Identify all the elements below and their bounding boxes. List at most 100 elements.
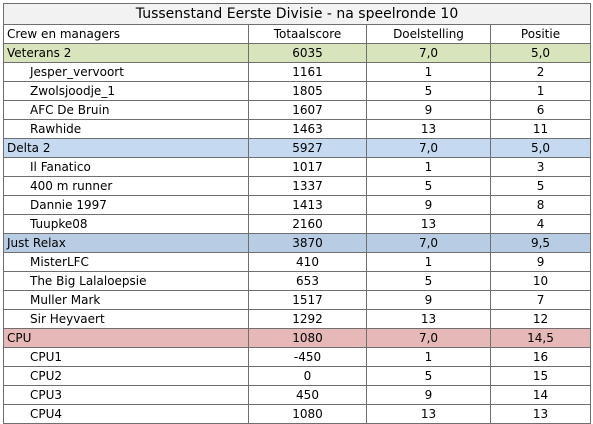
- member-name: CPU2: [3, 366, 249, 386]
- member-name: AFC De Bruin: [3, 100, 249, 120]
- member-score: 1292: [248, 309, 367, 329]
- member-score: 1080: [248, 404, 367, 424]
- member-score: 450: [248, 385, 367, 405]
- member-name: 400 m runner: [3, 176, 249, 196]
- member-name: Zwolsjoodje_1: [3, 81, 249, 101]
- team-row-cpu: CPU 1080 7,0 14,5: [3, 328, 592, 348]
- member-name: CPU1: [3, 347, 249, 367]
- member-name: Sir Heyvaert: [3, 309, 249, 329]
- member-name: Dannie 1997: [3, 195, 249, 215]
- member-position: 16: [489, 347, 592, 367]
- member-score: 1607: [248, 100, 367, 120]
- team-score: 6035: [248, 43, 367, 63]
- member-score: 410: [248, 252, 367, 272]
- member-name: Il Fanatico: [3, 157, 249, 177]
- member-row: Il Fanatico 1017 1 3: [3, 157, 592, 177]
- member-row: Zwolsjoodje_1 1805 5 1: [3, 81, 592, 101]
- member-position: 10: [489, 271, 592, 291]
- member-row: Sir Heyvaert 1292 13 12: [3, 309, 592, 329]
- team-target: 7,0: [366, 43, 491, 63]
- member-row: Muller Mark 1517 9 7: [3, 290, 592, 310]
- team-target: 7,0: [366, 328, 491, 348]
- member-position: 13: [489, 404, 592, 424]
- team-score: 3870: [248, 233, 367, 253]
- member-target: 9: [366, 195, 491, 215]
- header-positie: Positie: [489, 24, 592, 44]
- member-target: 9: [366, 385, 491, 405]
- header-crew: Crew en managers: [3, 24, 249, 44]
- member-target: 1: [366, 157, 491, 177]
- member-target: 5: [366, 176, 491, 196]
- member-score: 1337: [248, 176, 367, 196]
- member-position: 1: [489, 81, 592, 101]
- member-position: 5: [489, 176, 592, 196]
- title-row: Tussenstand Eerste Divisie - na speelron…: [2, 3, 592, 25]
- team-score: 1080: [248, 328, 367, 348]
- member-target: 5: [366, 81, 491, 101]
- member-target: 5: [366, 366, 491, 386]
- member-score: -450: [248, 347, 367, 367]
- member-target: 13: [366, 309, 491, 329]
- member-row: The Big Lalaloepsie 653 5 10: [3, 271, 592, 291]
- team-row-just-relax: Just Relax 3870 7,0 9,5: [3, 233, 592, 253]
- member-score: 1413: [248, 195, 367, 215]
- table-title: Tussenstand Eerste Divisie - na speelron…: [2, 3, 592, 25]
- team-name: CPU: [3, 328, 249, 348]
- member-row: CPU1 -450 1 16: [3, 347, 592, 367]
- member-target: 9: [366, 290, 491, 310]
- member-row: Tuupke08 2160 13 4: [3, 214, 592, 234]
- member-row: Jesper_vervoort 1161 1 2: [3, 62, 592, 82]
- header-row: Crew en managers Totaalscore Doelstellin…: [3, 24, 592, 44]
- member-target: 5: [366, 271, 491, 291]
- member-position: 9: [489, 252, 592, 272]
- member-target: 1: [366, 347, 491, 367]
- member-score: 2160: [248, 214, 367, 234]
- team-score: 5927: [248, 138, 367, 158]
- member-position: 12: [489, 309, 592, 329]
- member-position: 4: [489, 214, 592, 234]
- standings-table: Tussenstand Eerste Divisie - na speelron…: [2, 3, 592, 424]
- member-name: Muller Mark: [3, 290, 249, 310]
- member-position: 11: [489, 119, 592, 139]
- team-target: 7,0: [366, 138, 491, 158]
- member-score: 1161: [248, 62, 367, 82]
- member-name: Tuupke08: [3, 214, 249, 234]
- member-name: Jesper_vervoort: [3, 62, 249, 82]
- member-position: 6: [489, 100, 592, 120]
- member-position: 8: [489, 195, 592, 215]
- member-target: 1: [366, 252, 491, 272]
- header-totaalscore: Totaalscore: [248, 24, 367, 44]
- team-row-veterans-2: Veterans 2 6035 7,0 5,0: [3, 43, 592, 63]
- team-name: Veterans 2: [3, 43, 249, 63]
- member-position: 7: [489, 290, 592, 310]
- member-score: 1463: [248, 119, 367, 139]
- member-name: The Big Lalaloepsie: [3, 271, 249, 291]
- member-score: 1517: [248, 290, 367, 310]
- member-row: Rawhide 1463 13 11: [3, 119, 592, 139]
- member-row: CPU3 450 9 14: [3, 385, 592, 405]
- member-row: CPU2 0 5 15: [3, 366, 592, 386]
- member-target: 13: [366, 214, 491, 234]
- member-row: CPU4 1080 13 13: [3, 404, 592, 424]
- team-name: Delta 2: [3, 138, 249, 158]
- member-row: AFC De Bruin 1607 9 6: [3, 100, 592, 120]
- member-position: 3: [489, 157, 592, 177]
- team-position: 5,0: [489, 43, 592, 63]
- member-score: 1805: [248, 81, 367, 101]
- member-name: Rawhide: [3, 119, 249, 139]
- member-name: CPU4: [3, 404, 249, 424]
- header-doelstelling: Doelstelling: [366, 24, 491, 44]
- member-target: 13: [366, 404, 491, 424]
- member-row: 400 m runner 1337 5 5: [3, 176, 592, 196]
- member-row: MisterLFC 410 1 9: [3, 252, 592, 272]
- member-target: 13: [366, 119, 491, 139]
- team-position: 5,0: [489, 138, 592, 158]
- member-score: 1017: [248, 157, 367, 177]
- member-position: 14: [489, 385, 592, 405]
- team-target: 7,0: [366, 233, 491, 253]
- member-target: 1: [366, 62, 491, 82]
- member-score: 0: [248, 366, 367, 386]
- team-position: 14,5: [489, 328, 592, 348]
- team-row-delta-2: Delta 2 5927 7,0 5,0: [3, 138, 592, 158]
- member-row: Dannie 1997 1413 9 8: [3, 195, 592, 215]
